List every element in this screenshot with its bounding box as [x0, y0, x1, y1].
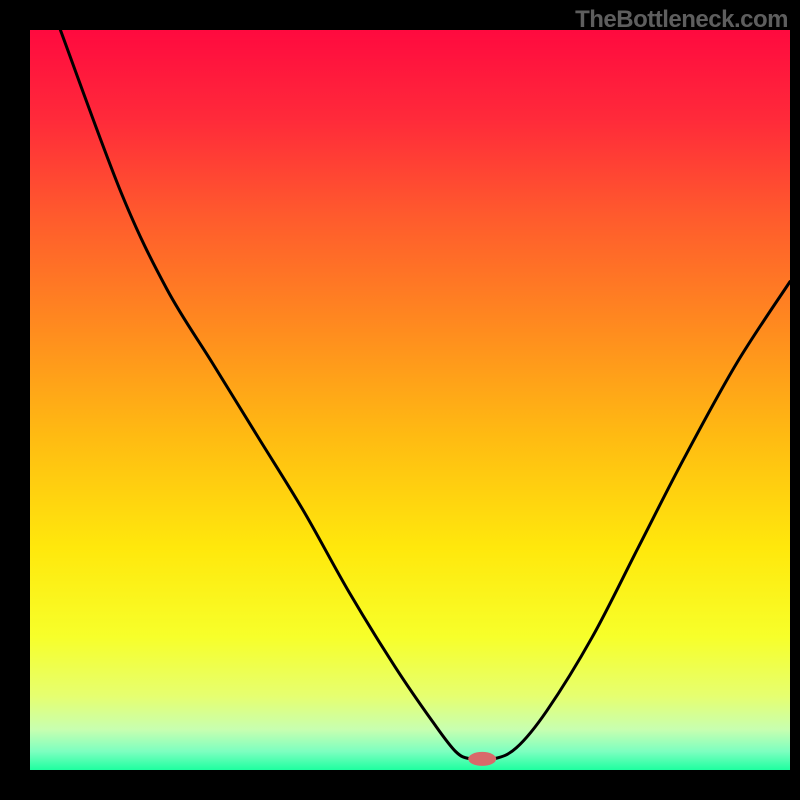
minimum-marker — [468, 752, 496, 766]
chart-svg — [30, 30, 790, 770]
watermark-text: TheBottleneck.com — [575, 6, 788, 34]
chart-frame: TheBottleneck.com — [0, 0, 800, 800]
plot-area — [30, 30, 790, 770]
gradient-background — [30, 30, 790, 770]
